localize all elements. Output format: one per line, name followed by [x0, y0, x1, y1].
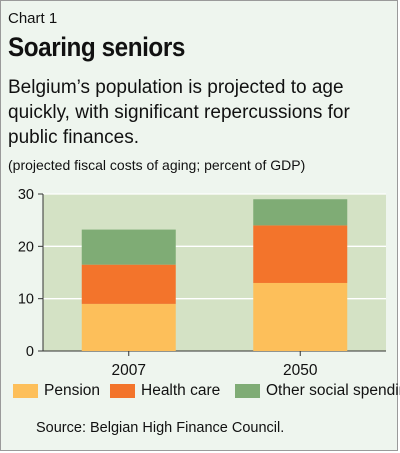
- y-tick-label-20: 20: [18, 239, 34, 255]
- bar-2007-health-care: [81, 264, 176, 304]
- chart-subtitle: Belgium’s population is projected to age…: [8, 77, 350, 148]
- legend-swatch-health-care: [110, 384, 135, 398]
- stacked-bar-chart: 0 10 20 30 2007 2050: [18, 187, 386, 376]
- legend-label-pension: Pension: [44, 382, 101, 399]
- bar-2007-other-social-spending: [81, 229, 176, 265]
- x-tick-label-2007: 2007: [112, 362, 146, 376]
- y-tick-label-10: 10: [18, 292, 34, 308]
- chart-source: Source: Belgian High Finance Council.: [36, 420, 285, 436]
- bar-2007-pension: [81, 303, 176, 351]
- chart-title: Soaring seniors: [8, 32, 185, 62]
- y-tick-label-30: 30: [18, 187, 34, 203]
- legend-label-health-care: Health care: [141, 382, 221, 399]
- chart-kicker: Chart 1: [8, 10, 58, 27]
- chart-legend: Pension Health care Other social spendin…: [13, 381, 400, 403]
- legend-swatch-pension: [13, 384, 38, 398]
- bar-2050-health-care: [253, 225, 348, 283]
- bar-2050-other-social-spending: [253, 199, 348, 226]
- y-tick-label-0: 0: [26, 344, 34, 360]
- x-tick-label-2050: 2050: [283, 362, 318, 376]
- legend-swatch-other-social-spending: [235, 384, 260, 398]
- bar-2050-pension: [253, 282, 348, 351]
- chart-units-note: (projected fiscal costs of aging; percen…: [8, 157, 306, 173]
- legend-label-other-social-spending: Other social spending: [266, 382, 400, 399]
